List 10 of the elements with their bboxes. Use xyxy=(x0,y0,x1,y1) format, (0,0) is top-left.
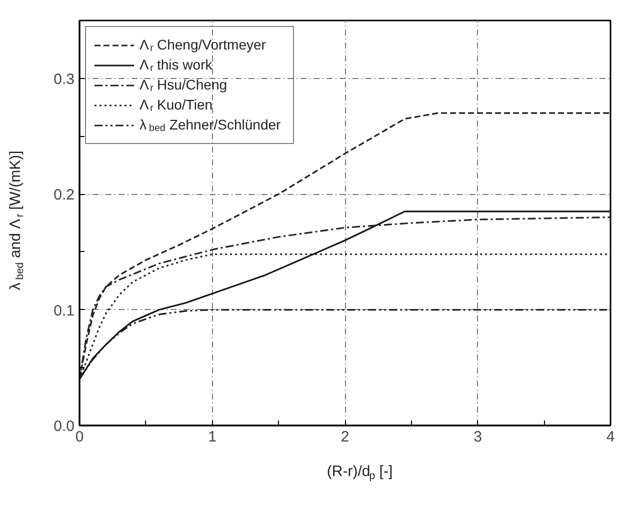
x-tick-label: 0 xyxy=(75,428,84,446)
y-tick-label: 0.0 xyxy=(54,418,75,435)
y-tick-label: 0.2 xyxy=(54,186,75,204)
x-tick-label: 2 xyxy=(340,428,350,446)
x-tick-label: 3 xyxy=(474,428,482,446)
x-tick-label: 4 xyxy=(606,428,615,446)
y-axis-title: λbed and Λr [W/(mK)] xyxy=(7,150,26,290)
y-tick-label: 0.3 xyxy=(54,70,75,88)
x-tick-label: 1 xyxy=(208,428,216,446)
y-tick-label: 0.1 xyxy=(54,302,75,320)
